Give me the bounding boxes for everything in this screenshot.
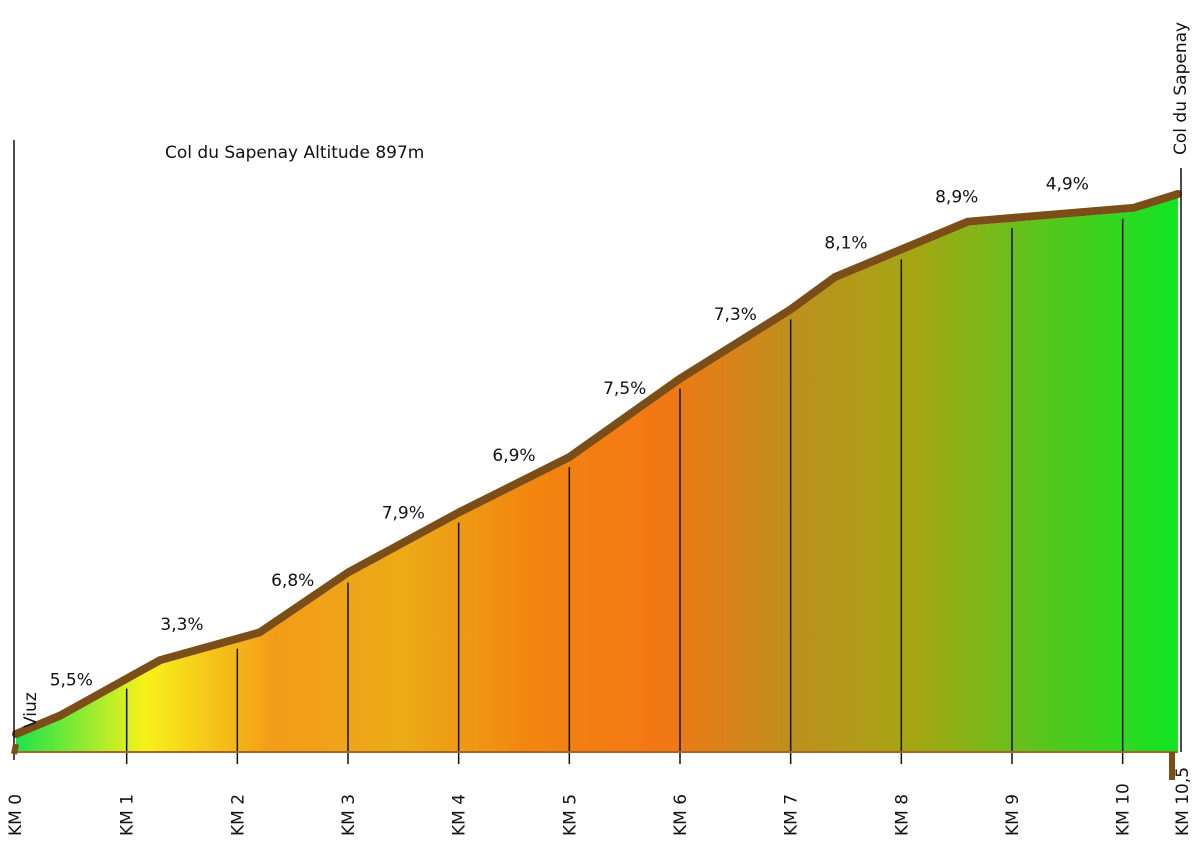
- km-label: KM 1: [118, 794, 138, 836]
- km-label: KM 10: [1114, 783, 1134, 836]
- km-label: KM 6: [671, 794, 691, 836]
- km-label: KM 3: [339, 794, 359, 836]
- profile-fill: [16, 198, 1178, 752]
- km-label: KM 4: [450, 794, 470, 836]
- km-label: KM 2: [228, 794, 248, 836]
- grade-labels: 5,5% 3,3% 6,8% 7,9% 6,9% 7,5% 7,3% 8,1% 8,9% 4,9%: [50, 174, 1089, 690]
- km-label: KM 8: [892, 794, 912, 836]
- profile-line: [12, 190, 1182, 738]
- grade-label: 7,3%: [714, 305, 757, 325]
- grade-label: 7,5%: [603, 379, 646, 399]
- grade-label: 4,9%: [1046, 174, 1089, 194]
- km-marker-lines: [125, 218, 1124, 764]
- km-label: KM 7: [782, 794, 802, 836]
- end-location-label: Col du Sapenay: [1171, 22, 1191, 155]
- grade-label: 6,8%: [271, 571, 314, 591]
- axis-lines: [11, 140, 1182, 780]
- km-label: KM 10,5: [1173, 767, 1193, 836]
- km-label: KM 5: [560, 794, 580, 836]
- grade-label: 5,5%: [50, 670, 93, 690]
- km-label: KM 9: [1003, 794, 1023, 836]
- profile-ridge: [12, 190, 1182, 738]
- km-labels: KM 0 KM 1 KM 2 KM 3 KM 4 KM 5 KM 6 KM 7 KM 8 KM 9…: [6, 767, 1193, 836]
- grade-label: 8,1%: [824, 234, 867, 254]
- km-label: KM 0: [6, 794, 26, 836]
- grade-label: 8,9%: [935, 187, 978, 207]
- profile-area: [16, 198, 1178, 752]
- chart-title: Col du Sapenay Altitude 897m: [165, 143, 424, 163]
- start-cap: [11, 743, 19, 755]
- grade-label: 6,9%: [492, 446, 535, 466]
- grade-label: 3,3%: [160, 615, 203, 635]
- grade-label: 7,9%: [382, 504, 425, 524]
- start-location-label: Viuz: [21, 692, 41, 728]
